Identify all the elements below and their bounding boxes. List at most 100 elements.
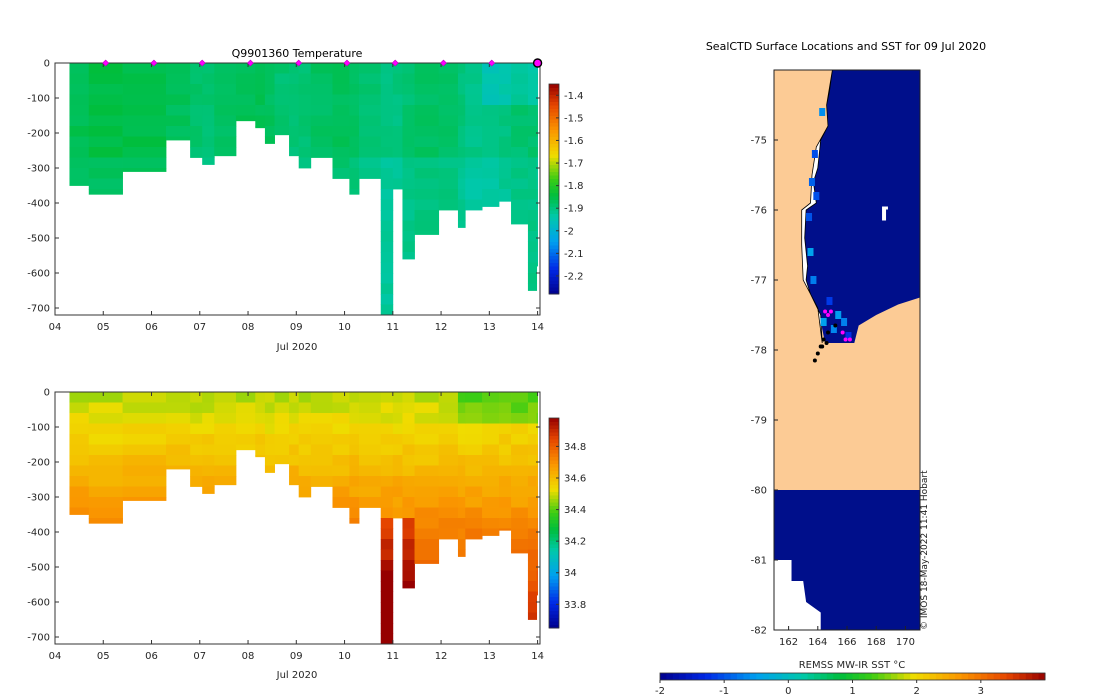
- section-cell: [536, 252, 538, 263]
- section-cell: [482, 507, 500, 519]
- section-cell: [310, 73, 333, 85]
- section-cell: [392, 178, 403, 190]
- section-cell: [255, 392, 266, 403]
- section-cell: [298, 136, 312, 148]
- y-tick-label: -300: [27, 493, 50, 504]
- section-cell: [465, 413, 483, 424]
- section-cell: [457, 84, 466, 95]
- temperature-colorbar-segment: [549, 161, 559, 165]
- section-cell: [332, 444, 350, 456]
- section-cell: [359, 423, 382, 435]
- sst-colorbar-segment: [1012, 673, 1020, 680]
- section-cell: [88, 115, 123, 127]
- section-cell: [392, 444, 403, 456]
- section-cell: [482, 115, 500, 127]
- section-cell: [380, 539, 394, 550]
- section-cell: [332, 486, 350, 498]
- section-cell: [264, 94, 275, 106]
- x-tick-label: 05: [97, 651, 110, 662]
- salinity-colorbar-segment: [549, 593, 559, 597]
- section-cell: [438, 392, 459, 403]
- section-cell: [511, 518, 529, 529]
- section-cell: [457, 199, 466, 211]
- sst-colorbar-segment: [679, 673, 687, 680]
- map-y-tick-label: -82: [751, 626, 767, 637]
- section-cell: [457, 178, 466, 190]
- section-cell: [264, 84, 275, 95]
- section-cell: [310, 413, 333, 424]
- section-cell: [264, 105, 275, 116]
- temperature-colorbar-segment: [549, 91, 559, 95]
- section-cell: [527, 581, 538, 592]
- sst-colorbar-segment: [865, 673, 873, 680]
- section-cell: [380, 252, 394, 263]
- section-cell: [202, 157, 215, 165]
- salinity-colorbar-segment: [549, 600, 559, 604]
- section-cell: [298, 465, 312, 477]
- sst-colorbar-segment: [820, 673, 828, 680]
- section-cell: [402, 115, 415, 127]
- section-cell: [380, 94, 394, 106]
- track-point: [820, 344, 825, 349]
- track-point: [847, 337, 852, 342]
- section-cell: [414, 105, 440, 116]
- coastal-sst-pixel: [826, 297, 833, 305]
- y-tick-label: -700: [27, 304, 50, 315]
- sst-colorbar-segment: [987, 673, 995, 680]
- section-cell: [190, 126, 203, 137]
- section-cell: [264, 444, 275, 456]
- section-cell: [190, 84, 203, 95]
- section-cell: [380, 486, 394, 498]
- section-cell: [88, 413, 123, 424]
- section-cell: [69, 168, 90, 179]
- section-cell: [380, 189, 394, 200]
- section-cell: [274, 402, 290, 414]
- temperature-colorbar-frame: [548, 83, 560, 295]
- section-cell: [122, 465, 167, 477]
- sst-colorbar: -2 -1 0 1 2 3: [655, 672, 1046, 697]
- section-cell: [332, 136, 350, 148]
- temperature-colorbar-segment: [549, 290, 559, 295]
- section-cell: [414, 497, 440, 508]
- section-cell: [392, 157, 403, 169]
- section-cell: [498, 168, 512, 179]
- section-cell: [527, 252, 538, 263]
- y-tick-label: -400: [27, 199, 50, 210]
- section-cell: [122, 444, 167, 456]
- salinity-y-axis: 0 -100 -200 -300 -400 -500 -600 -700: [27, 388, 540, 644]
- section-cell: [402, 560, 415, 571]
- temperature-colorbar-segment: [549, 245, 559, 249]
- section-cell: [235, 423, 256, 435]
- section-cell: [69, 444, 90, 456]
- section-cell: [438, 157, 459, 169]
- x-tick-label: 04: [49, 322, 62, 333]
- salinity-colorbar-segment: [549, 442, 559, 447]
- x-tick-label: 10: [338, 322, 351, 333]
- section-cell: [255, 444, 266, 456]
- section-cell: [349, 84, 360, 95]
- sst-colorbar-segment: [717, 673, 725, 680]
- temperature-colorbar-segment: [549, 147, 559, 151]
- section-cell: [289, 455, 300, 466]
- section-cell: [511, 73, 529, 85]
- section-cell: [527, 528, 538, 540]
- section-cell: [511, 392, 529, 403]
- coastal-sst-pixel: [806, 213, 813, 221]
- section-cell: [289, 392, 300, 403]
- section-cell: [202, 136, 215, 148]
- section-cell: [465, 115, 483, 127]
- section-cell: [536, 518, 538, 529]
- section-cell: [380, 63, 394, 74]
- section-cell: [402, 455, 415, 466]
- salinity-colorbar-segment: [549, 495, 559, 499]
- sst-colorbar-segment: [903, 673, 911, 680]
- section-cell: [359, 84, 382, 95]
- section-cell: [482, 413, 500, 424]
- section-cell: [465, 455, 483, 466]
- y-tick-label: -100: [27, 94, 50, 105]
- salinity-colorbar-segment: [549, 488, 559, 492]
- salinity-colorbar-segment: [549, 603, 559, 608]
- sst-colorbar-segment: [935, 673, 943, 680]
- section-cell: [438, 63, 459, 74]
- section-cell: [166, 434, 191, 445]
